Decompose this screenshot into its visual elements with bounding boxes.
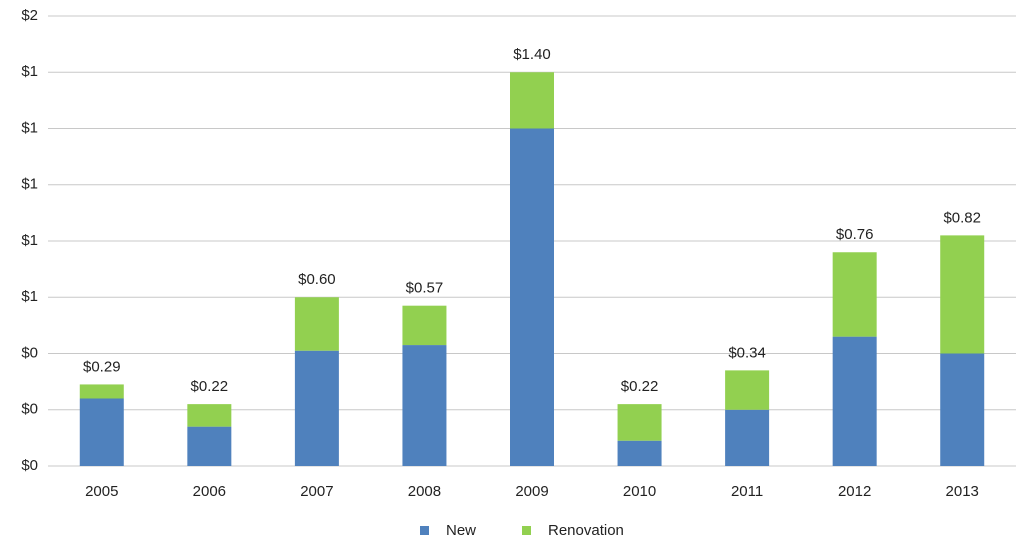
- bar-segment: [187, 426, 232, 466]
- legend-swatch: [522, 526, 531, 535]
- bar-segment: [510, 72, 554, 129]
- legend-swatch: [420, 526, 429, 535]
- total-label: $0.22: [191, 378, 229, 395]
- bar-segment: [402, 345, 447, 466]
- y-tick-label: $1: [21, 119, 38, 136]
- bar-segment: [617, 404, 662, 441]
- total-label: $0.57: [406, 280, 444, 297]
- bar-segment: [294, 297, 339, 351]
- legend-label: Renovation: [548, 522, 624, 539]
- total-label: $0.76: [836, 226, 874, 243]
- total-label: $0.22: [621, 378, 659, 395]
- legend-label: New: [446, 522, 476, 539]
- bar-segment: [725, 409, 770, 466]
- bar-segment: [940, 353, 985, 466]
- y-tick-label: $1: [21, 176, 38, 193]
- y-tick-label: $2: [21, 7, 38, 24]
- total-label: $0.60: [298, 271, 336, 288]
- x-tick-label: 2012: [838, 483, 871, 500]
- x-tick-label: 2008: [408, 483, 441, 500]
- bar-segment: [79, 384, 124, 399]
- y-tick-label: $0: [21, 457, 38, 474]
- bar-segment: [294, 350, 339, 466]
- x-tick-label: 2010: [623, 483, 656, 500]
- y-tick-label: $0: [21, 401, 38, 418]
- x-tick-label: 2011: [731, 483, 763, 500]
- bar-segment: [510, 128, 554, 466]
- x-tick-label: 2009: [515, 483, 548, 500]
- y-tick-label: $1: [21, 232, 38, 249]
- total-label: $0.82: [943, 209, 981, 226]
- y-tick-label: $1: [21, 63, 38, 80]
- y-tick-label: $1: [21, 288, 38, 305]
- bar-segment: [402, 305, 447, 346]
- bar-segment: [187, 404, 232, 427]
- x-tick-label: 2013: [946, 483, 979, 500]
- bar-segment: [725, 370, 770, 410]
- bar-segment: [617, 440, 662, 466]
- y-tick-label: $0: [21, 344, 38, 361]
- x-tick-label: 2005: [85, 483, 118, 500]
- bar-segment: [832, 252, 877, 337]
- total-label: $1.40: [513, 46, 551, 63]
- total-label: $0.29: [83, 358, 121, 375]
- bar-segment: [832, 336, 877, 466]
- bar-segment: [79, 398, 124, 466]
- total-label: $0.34: [728, 344, 766, 361]
- x-tick-label: 2006: [193, 483, 226, 500]
- bar-segment: [940, 235, 985, 354]
- x-tick-label: 2007: [300, 483, 333, 500]
